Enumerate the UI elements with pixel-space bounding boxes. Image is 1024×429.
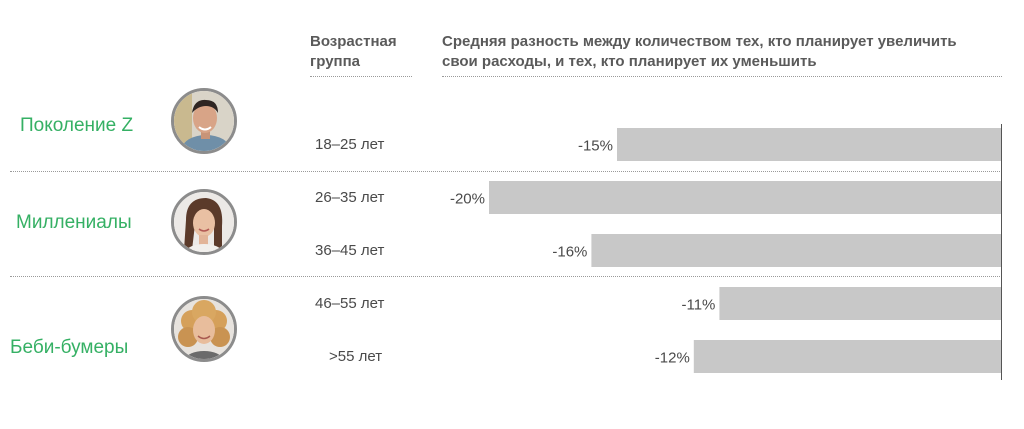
generation-label-boomers: Беби-бумеры [10,337,129,358]
bar-value-label-0: -15% [578,138,613,155]
header-divider-diff [442,76,1002,77]
difference-header: Средняя разность между количеством тех, … [442,32,957,72]
difference-header-line1: Средняя разность между количеством тех, … [442,33,957,50]
age-label-36-45: 36–45 лет [315,242,385,259]
bar-2 [591,234,1001,267]
young-man-avatar-icon [171,88,237,154]
age-group-header-line2: группа [310,53,361,70]
section-divider-1 [10,171,1000,172]
bar-1 [489,181,1001,214]
bar-value-label-4: -12% [655,350,690,367]
age-label-18-25: 18–25 лет [315,136,385,153]
age-label-55-plus: >55 лет [329,348,383,365]
age-label-46-55: 46–55 лет [315,295,385,312]
bar-value-label-1: -20% [450,191,485,208]
bar-value-label-3: -11% [681,297,715,314]
bar-value-label-2: -16% [552,244,587,261]
older-woman-avatar-icon [171,296,237,362]
generation-label-gen-z: Поколение Z [20,115,134,136]
bar-0 [617,128,1001,161]
age-group-header: Возрастная группа [310,32,397,72]
bar-4 [693,340,1001,373]
header-divider-age [310,76,412,77]
young-woman-avatar-icon [171,189,237,255]
section-divider-2 [10,276,1000,277]
bar-3 [719,287,1001,320]
age-group-header-line1: Возрастная [310,33,397,50]
age-label-26-35: 26–35 лет [315,189,385,206]
difference-header-line2: свои расходы, и тех, кто планирует их ум… [442,53,817,70]
generation-label-millennials: Миллениалы [16,212,132,233]
